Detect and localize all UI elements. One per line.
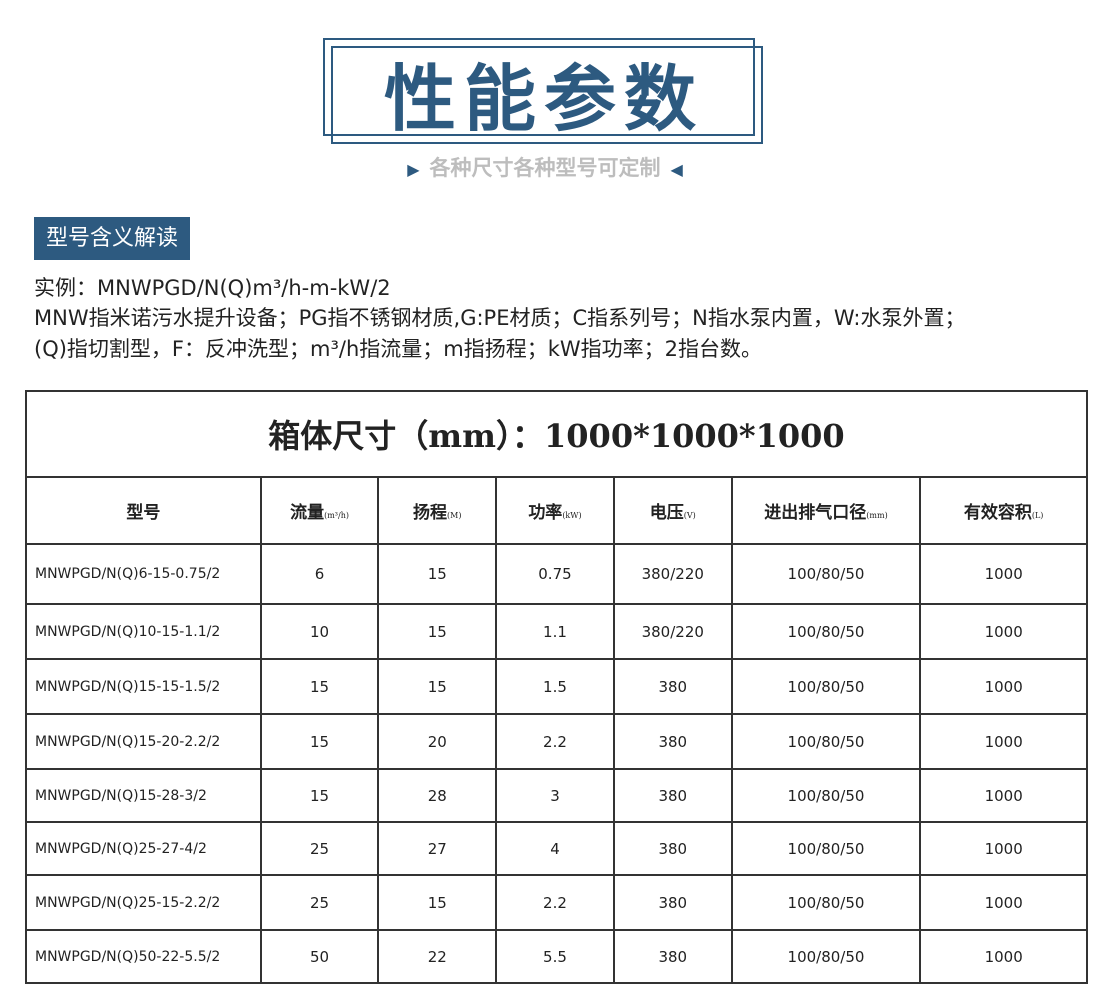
header-label: 进出排气口径 bbox=[764, 503, 867, 523]
subtitle: ▶ 各种尺寸各种型号可定制 ◀ bbox=[380, 152, 710, 182]
value-cell: 100/80/50 bbox=[730, 768, 922, 823]
header-label: 有效容积 bbox=[963, 503, 1032, 523]
value-cell: 3 bbox=[495, 768, 615, 823]
page-title: 性能参数 bbox=[383, 56, 704, 141]
value-cell: 380 bbox=[612, 658, 733, 715]
value-cell: 1000 bbox=[919, 874, 1088, 931]
value-cell: 15 bbox=[377, 543, 498, 605]
value-cell: 1000 bbox=[919, 821, 1088, 876]
value-cell: 380 bbox=[612, 768, 733, 823]
value-cell: 15 bbox=[377, 874, 498, 931]
header-label: 功率 bbox=[528, 503, 563, 523]
value-cell: 100/80/50 bbox=[730, 713, 922, 770]
table-caption: 箱体尺寸（mm）：1000*1000*1000 bbox=[25, 390, 1088, 478]
value-cell: 15 bbox=[259, 713, 380, 770]
table-row: MNWPGD/N(Q)10-15-1.1/2 10 15 1.1 380/220 100/… bbox=[25, 603, 1088, 660]
value-cell: 20 bbox=[377, 713, 498, 770]
value-cell: 22 bbox=[377, 929, 498, 984]
column-header: 功率(kW) bbox=[495, 476, 615, 545]
value-cell: 15 bbox=[259, 768, 380, 823]
value-cell: 2.2 bbox=[495, 713, 615, 770]
model-cell: MNWPGD/N(Q)10-15-1.1/2 bbox=[25, 603, 262, 660]
value-cell: 25 bbox=[259, 874, 380, 931]
column-header: 有效容积(L) bbox=[919, 476, 1088, 545]
table-row: MNWPGD/N(Q)25-15-2.2/2 25 15 2.2 380 100/80/5… bbox=[25, 874, 1088, 931]
value-cell: 15 bbox=[377, 603, 498, 660]
value-cell: 15 bbox=[377, 658, 498, 715]
model-cell: MNWPGD/N(Q)15-20-2.2/2 bbox=[25, 713, 262, 770]
table-row: MNWPGD/N(Q)6-15-0.75/2 6 15 0.75 380/220 100/… bbox=[25, 543, 1088, 605]
value-cell: 380/220 bbox=[612, 603, 733, 660]
table-row: MNWPGD/N(Q)15-15-1.5/2 15 15 1.5 380 100/80/5… bbox=[25, 658, 1088, 715]
column-header: 扬程(M) bbox=[377, 476, 498, 545]
title-frame-back bbox=[323, 38, 755, 136]
value-cell: 6 bbox=[259, 543, 380, 605]
value-cell: 10 bbox=[259, 603, 380, 660]
value-cell: 1000 bbox=[919, 768, 1088, 823]
column-header: 型号 bbox=[25, 476, 262, 545]
value-cell: 27 bbox=[377, 821, 498, 876]
header-label: 型号 bbox=[126, 503, 161, 523]
value-cell: 50 bbox=[259, 929, 380, 984]
model-cell: MNWPGD/N(Q)6-15-0.75/2 bbox=[25, 543, 262, 605]
value-cell: 1000 bbox=[919, 713, 1088, 770]
value-cell: 1000 bbox=[919, 658, 1088, 715]
spec-table: 箱体尺寸（mm）：1000*1000*1000 型号 流量(m³/h) 扬程(M) 功… bbox=[25, 390, 1088, 984]
column-header: 电压(V) bbox=[612, 476, 733, 545]
triangle-left-icon: ◀ bbox=[670, 160, 683, 179]
value-cell: 4 bbox=[495, 821, 615, 876]
header-unit: (M) bbox=[447, 511, 462, 520]
header-unit: (V) bbox=[683, 511, 696, 520]
value-cell: 100/80/50 bbox=[730, 929, 922, 984]
value-cell: 15 bbox=[259, 658, 380, 715]
value-cell: 100/80/50 bbox=[730, 658, 922, 715]
header-label: 电压 bbox=[649, 503, 684, 523]
header-unit: (m³/h) bbox=[324, 511, 349, 520]
value-cell: 25 bbox=[259, 821, 380, 876]
table-row: MNWPGD/N(Q)15-20-2.2/2 15 20 2.2 380 100/80/5… bbox=[25, 713, 1088, 770]
header-label: 流量 bbox=[290, 503, 325, 523]
value-cell: 1.1 bbox=[495, 603, 615, 660]
value-cell: 100/80/50 bbox=[730, 543, 922, 605]
value-cell: 2.2 bbox=[495, 874, 615, 931]
model-cell: MNWPGD/N(Q)15-28-3/2 bbox=[25, 768, 262, 823]
value-cell: 100/80/50 bbox=[730, 874, 922, 931]
value-cell: 1000 bbox=[919, 929, 1088, 984]
header-label: 扬程 bbox=[413, 503, 448, 523]
value-cell: 380 bbox=[612, 874, 733, 931]
table-row: MNWPGD/N(Q)15-28-3/2 15 28 3 380 100/80/50 100… bbox=[25, 768, 1088, 823]
triangle-right-icon: ▶ bbox=[407, 160, 420, 179]
column-header: 进出排气口径(mm) bbox=[730, 476, 922, 545]
model-cell: MNWPGD/N(Q)50-22-5.5/2 bbox=[25, 929, 262, 984]
table-header-row: 型号 流量(m³/h) 扬程(M) 功率(kW) 电压(V) 进出排气口径(mm) 有效容积… bbox=[25, 476, 1088, 545]
value-cell: 1.5 bbox=[495, 658, 615, 715]
explanation-line-2: (Q)指切割型，F：反冲洗型；m³/h指流量；m指扬程；kW指功率；2指台数。 bbox=[34, 337, 762, 361]
value-cell: 28 bbox=[377, 768, 498, 823]
model-cell: MNWPGD/N(Q)15-15-1.5/2 bbox=[25, 658, 262, 715]
value-cell: 0.75 bbox=[495, 543, 615, 605]
value-cell: 100/80/50 bbox=[730, 603, 922, 660]
value-cell: 380/220 bbox=[612, 543, 733, 605]
value-cell: 1000 bbox=[919, 543, 1088, 605]
value-cell: 380 bbox=[612, 713, 733, 770]
value-cell: 380 bbox=[612, 821, 733, 876]
subtitle-text: 各种尺寸各种型号可定制 bbox=[429, 156, 661, 180]
table-row: MNWPGD/N(Q)25-27-4/2 25 27 4 380 100/80/50 100… bbox=[25, 821, 1088, 876]
header-unit: (kW) bbox=[562, 511, 582, 520]
example-text: 实例：MNWPGD/N(Q)m³/h-m-kW/2 bbox=[34, 276, 391, 300]
table-row: MNWPGD/N(Q)50-22-5.5/2 50 22 5.5 380 100/80/5… bbox=[25, 929, 1088, 984]
value-cell: 5.5 bbox=[495, 929, 615, 984]
value-cell: 1000 bbox=[919, 603, 1088, 660]
header-unit: (mm) bbox=[866, 511, 888, 520]
title-frame-front bbox=[331, 46, 763, 144]
column-header: 流量(m³/h) bbox=[259, 476, 380, 545]
section-badge: 型号含义解读 bbox=[34, 217, 191, 260]
value-cell: 100/80/50 bbox=[730, 821, 922, 876]
value-cell: 380 bbox=[612, 929, 733, 984]
explanation-line-1: MNW指米诺污水提升设备；PG指不锈钢材质,G:PE材质；C指系列号；N指水泵内… bbox=[34, 306, 966, 330]
header-unit: (L) bbox=[1031, 511, 1044, 520]
model-cell: MNWPGD/N(Q)25-15-2.2/2 bbox=[25, 874, 262, 931]
model-cell: MNWPGD/N(Q)25-27-4/2 bbox=[25, 821, 262, 876]
